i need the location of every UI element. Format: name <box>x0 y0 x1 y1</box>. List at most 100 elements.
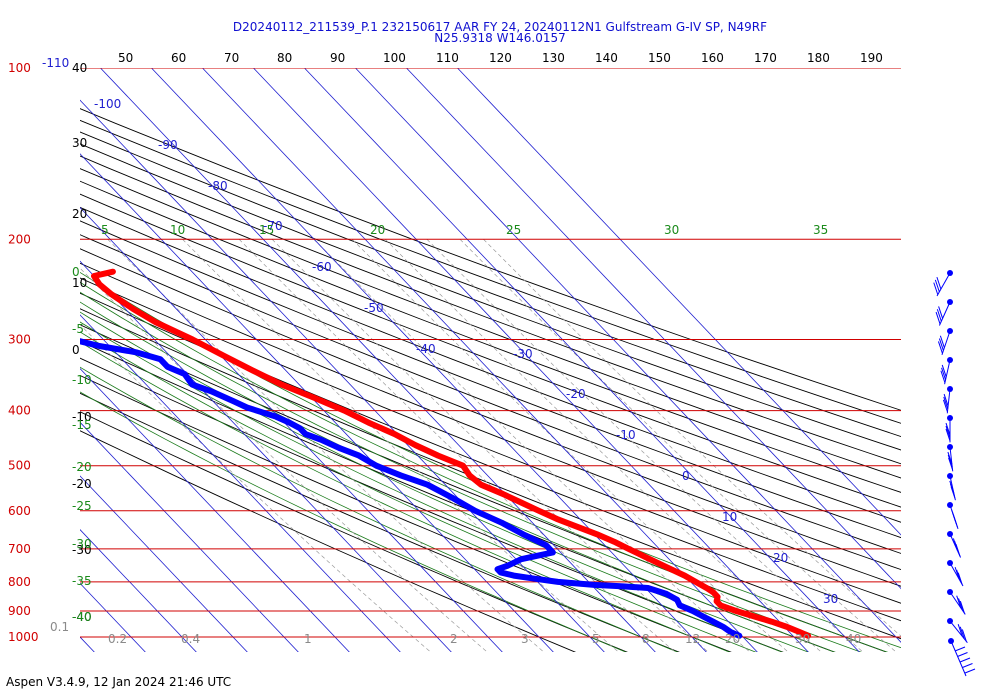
dry-adiabat-line <box>80 131 901 438</box>
isotherm-line <box>151 68 707 652</box>
wind-barb <box>942 386 953 414</box>
pressure-label: 400 <box>8 404 31 418</box>
pressure-top-extra-label: -110 <box>42 56 69 70</box>
theta-e-label: 30 <box>664 223 679 237</box>
theta-tick-label: 80 <box>277 51 292 65</box>
wind-barb <box>937 328 953 356</box>
isotherm-label: -100 <box>94 97 121 111</box>
wind-barb <box>940 357 953 385</box>
isotherm-label: 20 <box>773 551 788 565</box>
mixing-ratio-label: 0.2 <box>108 632 127 646</box>
isotherm-line <box>80 636 95 652</box>
left-green-label: -35 <box>72 574 92 588</box>
dry-adiabat-line <box>80 392 680 652</box>
mixing-ratio-line <box>426 239 864 652</box>
isotherm-label: -50 <box>364 301 384 315</box>
pressure-label: 600 <box>8 504 31 518</box>
mixing-ratio-line <box>182 239 620 652</box>
pressure-label: 200 <box>8 232 31 246</box>
isotherm-label: 30 <box>823 592 838 606</box>
isotherm-line <box>80 475 248 652</box>
dry-adiabat-line <box>80 108 901 411</box>
left-black-label: 0 <box>72 343 80 357</box>
mixing-ratio-label: 1 <box>304 632 312 646</box>
isotherm-label: -60 <box>312 260 332 274</box>
wind-barb <box>947 618 968 644</box>
mixing-ratio-line <box>351 239 789 652</box>
wind-barb <box>947 502 959 530</box>
dry-adiabat-line <box>80 374 732 652</box>
isotherm-line <box>80 421 299 652</box>
theta-tick-label: 180 <box>807 51 830 65</box>
isotherm-line <box>304 68 860 652</box>
theta-tick-label: 100 <box>383 51 406 65</box>
isotherm-line <box>80 367 350 652</box>
wind-barb <box>947 531 962 558</box>
dry-adiabat-line <box>80 143 901 451</box>
pressure-label: 900 <box>8 604 31 618</box>
isotherm-line <box>80 260 452 652</box>
left-green-label: -15 <box>72 418 92 432</box>
moist-adiabat-line <box>80 391 627 652</box>
dewpoint-profile <box>80 338 743 639</box>
left-black-label: 10 <box>72 276 87 290</box>
mixing-ratio-label: 0.1 <box>50 620 69 634</box>
isotherm-label: -70 <box>263 219 283 233</box>
moist-adiabat-line <box>80 311 810 652</box>
theta-e-label: 25 <box>506 223 521 237</box>
left-green-label: -20 <box>72 460 92 474</box>
left-green-label: 0 <box>72 265 80 279</box>
isotherm-line <box>0 68 51 661</box>
moist-adiabat-line <box>80 321 783 652</box>
wind-barb <box>947 589 966 615</box>
moist-adiabat-line <box>80 366 679 652</box>
wind-barb <box>933 270 953 297</box>
dry-adiabat-line <box>80 193 901 508</box>
isotherm-label: -80 <box>208 179 228 193</box>
isotherm-label: -40 <box>416 342 436 356</box>
footer-version: Aspen V3.4.9, 12 Jan 2024 21:46 UTC <box>6 675 232 689</box>
pressure-label: 100 <box>8 61 31 75</box>
mixing-ratio-label: 3 <box>521 632 529 646</box>
theta-tick-label: 60 <box>171 51 186 65</box>
theta-tick-label: 160 <box>701 51 724 65</box>
dry-adiabat-line <box>80 324 888 652</box>
mixing-ratio-label: 0.4 <box>181 632 200 646</box>
isotherm-line <box>80 314 401 652</box>
mixing-ratio-line <box>238 239 676 652</box>
theta-tick-label: 150 <box>648 51 671 65</box>
mixing-ratio-label: 30 <box>795 632 810 646</box>
theta-tick-label: 170 <box>754 51 777 65</box>
moist-adiabat-line <box>80 341 731 652</box>
moist-adiabat-line <box>80 291 862 652</box>
isotherm-label: 0 <box>682 469 690 483</box>
isotherm-line <box>253 68 809 652</box>
pressure-label: 300 <box>8 332 31 346</box>
theta-tick-label: 130 <box>542 51 565 65</box>
temperature-profile <box>91 268 812 639</box>
isotherm-line <box>355 68 901 643</box>
theta-tick-label: 90 <box>330 51 345 65</box>
pressure-label: 500 <box>8 459 31 473</box>
mixing-ratio-line <box>80 324 432 652</box>
isotherm-line <box>202 68 758 652</box>
left-black-label: 40 <box>72 61 87 75</box>
mixing-ratio-label: 12 <box>685 632 700 646</box>
wind-barb <box>947 444 954 472</box>
mixing-ratio-line <box>385 239 822 652</box>
theta-e-label: 15 <box>259 223 274 237</box>
moist-adiabat-line <box>80 331 757 652</box>
mixing-ratio-label: 5 <box>592 632 600 646</box>
mixing-ratio-line <box>107 239 545 652</box>
dry-adiabat-line <box>80 155 901 465</box>
isotherm-line <box>100 68 656 652</box>
theta-e-label: 5 <box>101 223 109 237</box>
left-black-label: -40 <box>72 610 92 624</box>
mixing-ratio-line <box>313 239 751 652</box>
theta-tick-label: 70 <box>224 51 239 65</box>
mixing-ratio-label: 8 <box>642 632 650 646</box>
pressure-label: 700 <box>8 542 31 556</box>
theta-tick-label: 120 <box>489 51 512 65</box>
wind-barb <box>935 299 953 326</box>
